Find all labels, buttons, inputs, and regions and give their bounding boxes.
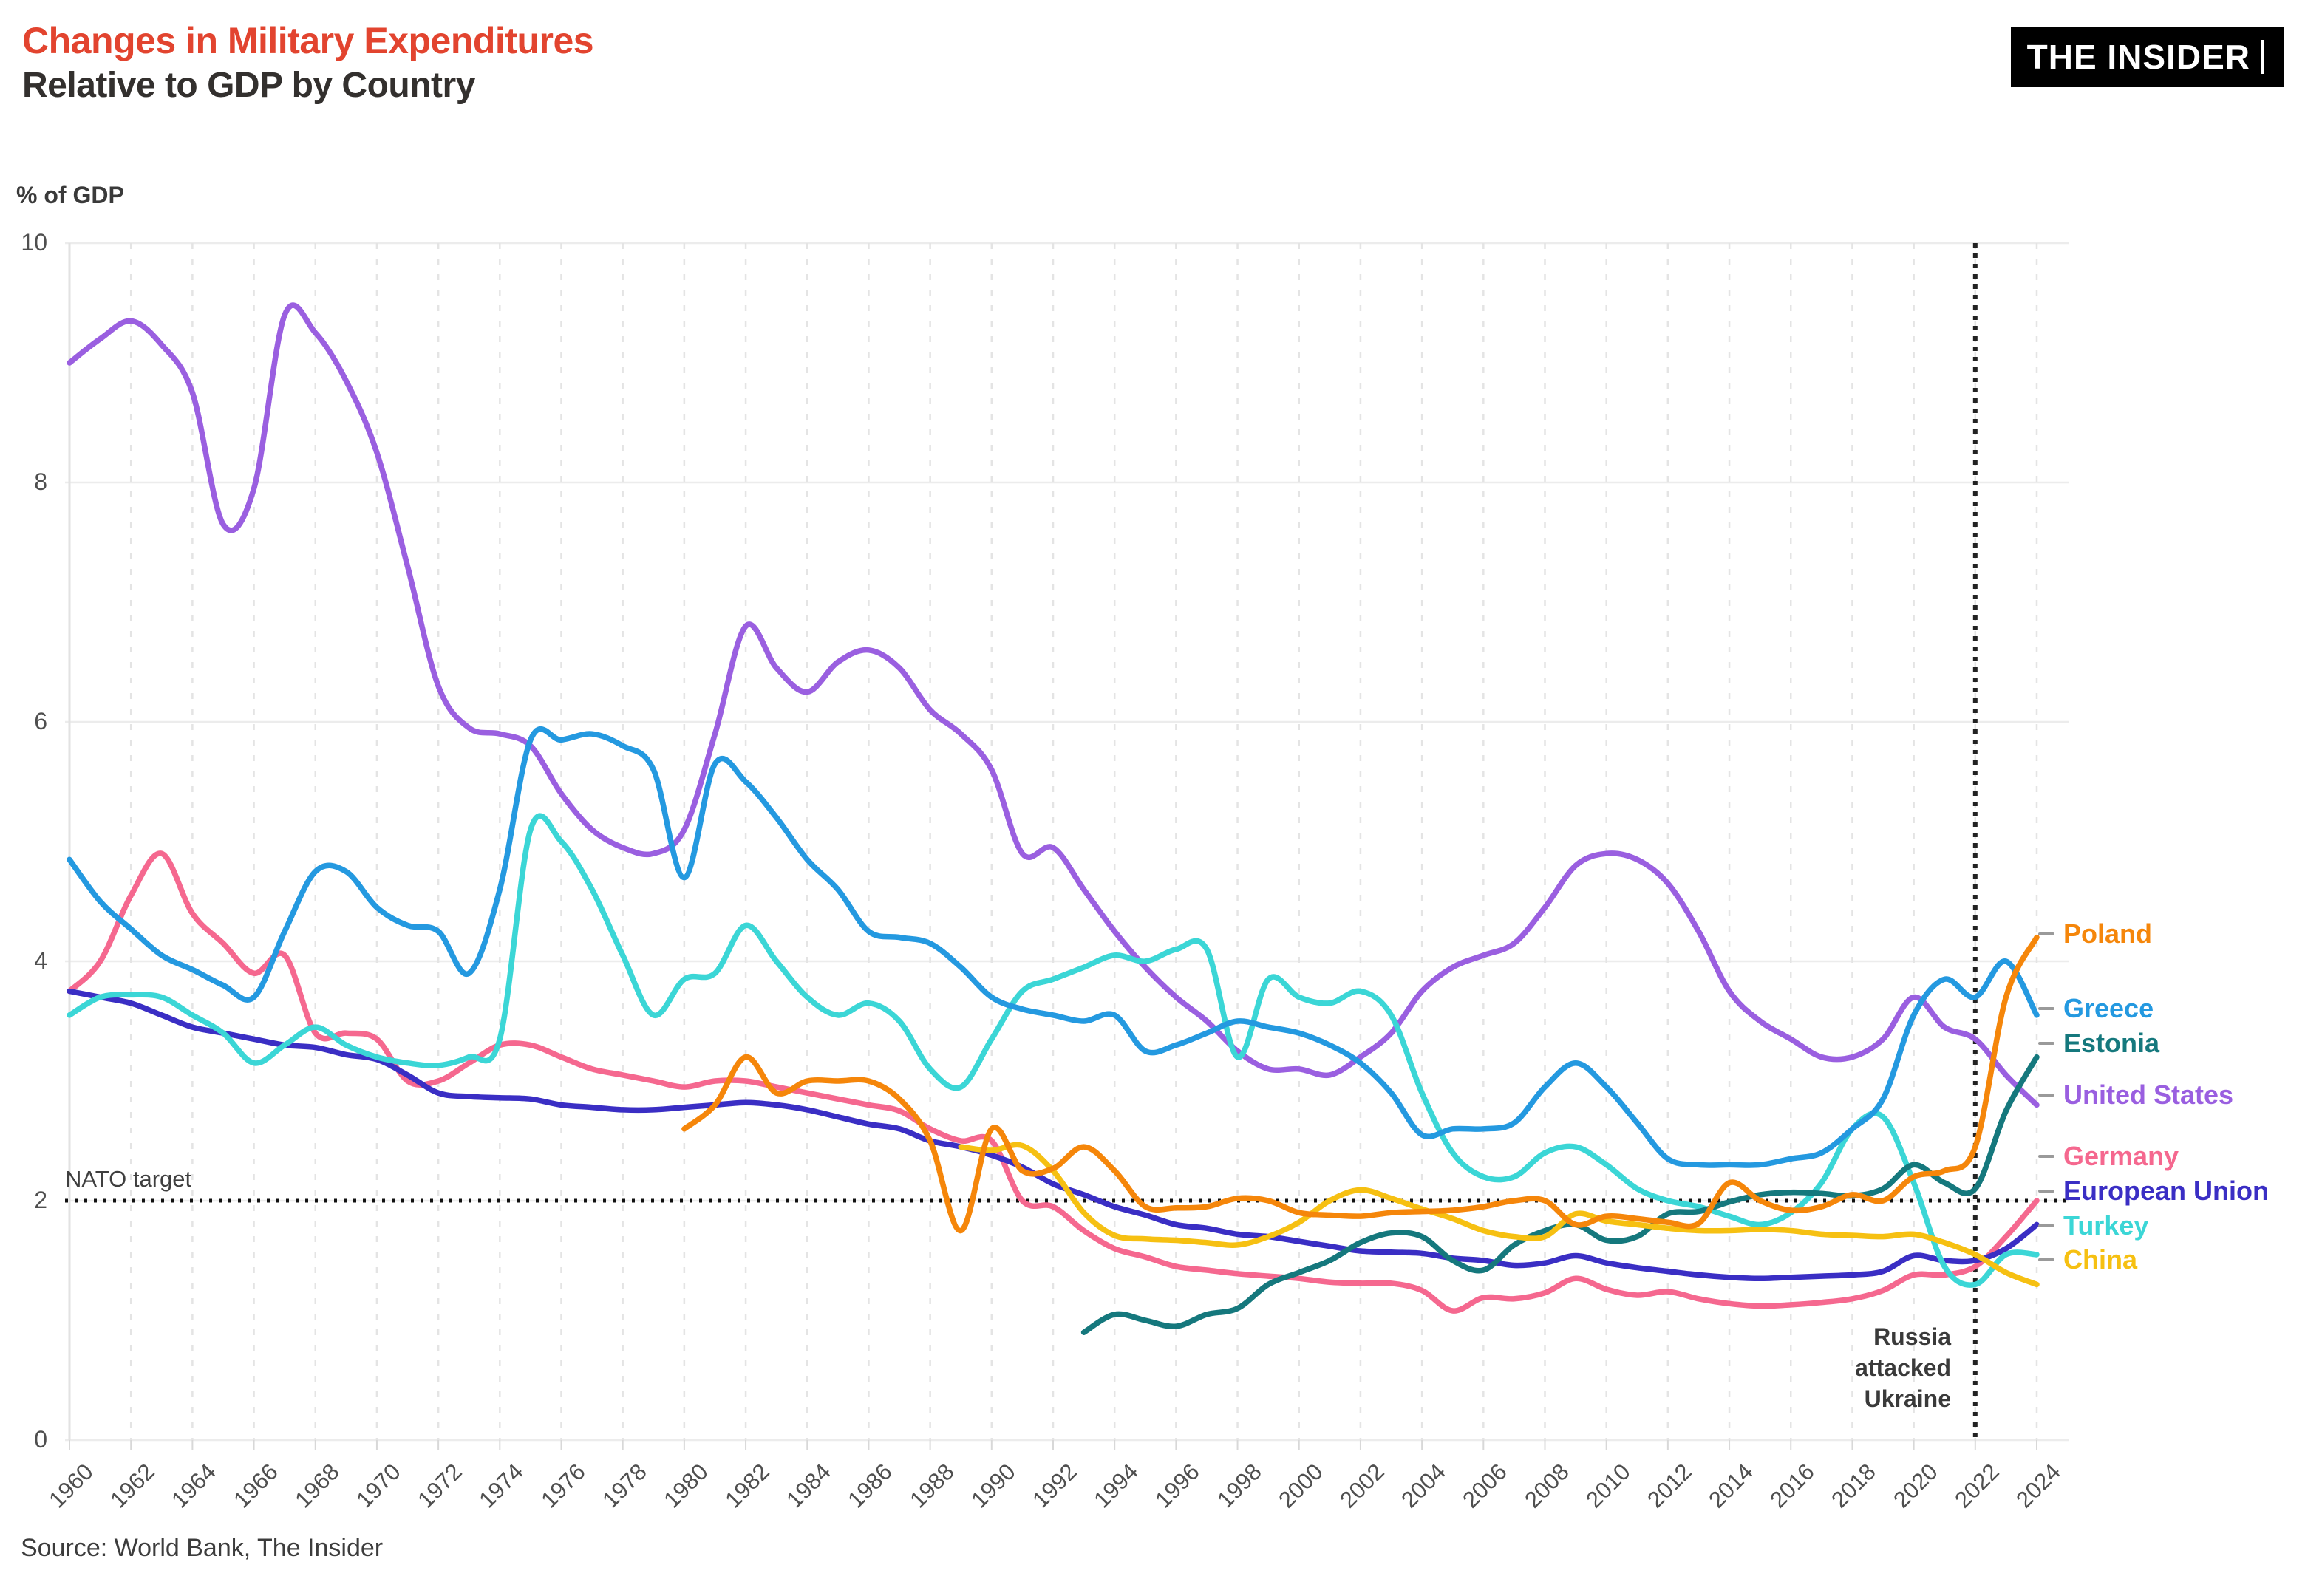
legend-connector-icon: [2038, 932, 2054, 935]
legend-connector-icon: [2038, 1258, 2054, 1261]
series-line-greece: [67, 726, 2040, 1168]
page-title: Changes in Military Expenditures: [22, 20, 594, 61]
legend-label: Turkey: [2063, 1210, 2149, 1241]
source-note: Source: World Bank, The Insider: [21, 1534, 384, 1562]
y-axis-label: % of GDP: [16, 182, 124, 208]
y-tick-2: 2: [34, 1187, 47, 1213]
brand-logo-text: THE INSIDER: [2026, 38, 2250, 76]
page-subtitle: Relative to GDP by Country: [22, 66, 475, 105]
y-tick-10: 10: [21, 229, 47, 256]
legend-connector-icon: [2038, 1042, 2054, 1045]
legend-connector-icon: [2038, 1224, 2054, 1227]
legend-label: Greece: [2063, 993, 2154, 1023]
legend-item-china: China: [2038, 1244, 2137, 1275]
legend-connector-icon: [2038, 1190, 2054, 1193]
series-line-germany: [67, 850, 2040, 1314]
series-line-poland: [681, 934, 2040, 1234]
y-tick-8: 8: [34, 468, 47, 495]
y-tick-6: 6: [34, 708, 47, 734]
legend-item-turkey: Turkey: [2038, 1210, 2148, 1241]
series-line-united-states: [67, 302, 2040, 1108]
legend-label: Poland: [2063, 918, 2153, 949]
series-line-european-union: [67, 988, 2040, 1282]
legend-item-united-states: United States: [2038, 1080, 2233, 1111]
legend-label: Estonia: [2063, 1028, 2160, 1058]
legend-label: United States: [2063, 1080, 2234, 1110]
legend-label: European Union: [2063, 1176, 2269, 1206]
legend-item-poland: Poland: [2038, 918, 2152, 949]
legend-connector-icon: [2038, 1094, 2054, 1097]
legend-label: China: [2063, 1244, 2138, 1275]
nato-target-label: NATO target: [65, 1166, 192, 1192]
y-tick-4: 4: [34, 947, 47, 974]
legend-connector-icon: [2038, 1155, 2054, 1158]
legend-item-estonia: Estonia: [2038, 1028, 2159, 1059]
legend-item-greece: Greece: [2038, 993, 2154, 1024]
russia-attacked-ukraine-annotation: Russia attacked Ukraine: [1759, 1321, 1951, 1414]
legend-connector-icon: [2038, 1007, 2054, 1010]
logo-cursor-icon: [2261, 40, 2264, 74]
russia-annotation-line2: attacked: [1855, 1354, 1951, 1381]
legend-item-germany: Germany: [2038, 1141, 2179, 1172]
legend-item-european-union: European Union: [2038, 1176, 2269, 1207]
brand-logo: THE INSIDER: [2010, 27, 2284, 87]
series-line-china: [958, 1142, 2040, 1288]
russia-annotation-line1: Russia: [1873, 1323, 1951, 1350]
y-tick-0: 0: [34, 1426, 47, 1453]
legend-label: Germany: [2063, 1141, 2179, 1171]
russia-annotation-line3: Ukraine: [1864, 1385, 1951, 1412]
